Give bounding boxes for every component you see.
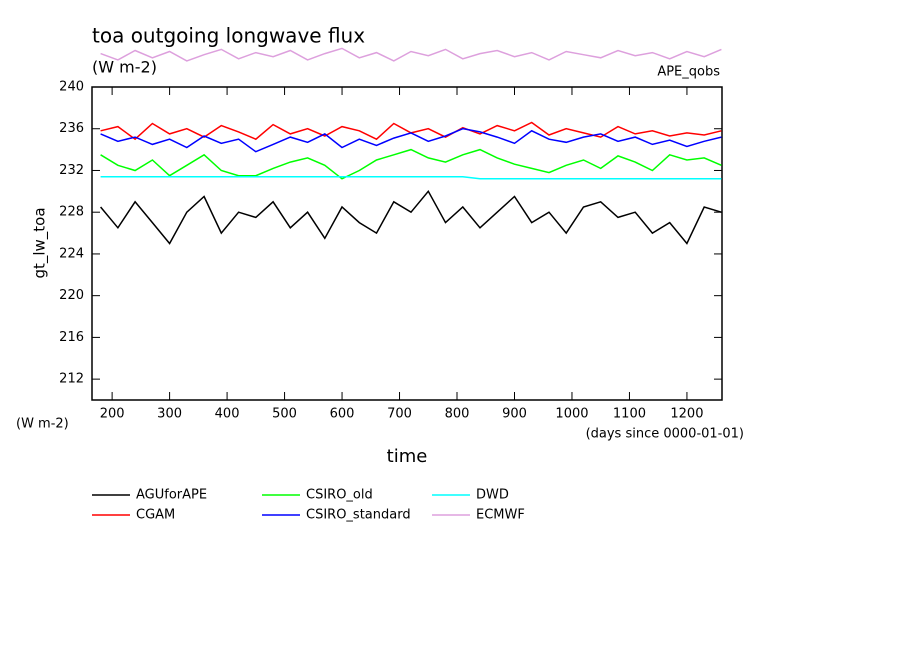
- legend-label: ECMWF: [476, 508, 525, 523]
- y-axis-label: gt_lw_toa: [31, 207, 50, 278]
- y-tick-label: 220: [59, 288, 84, 303]
- x-axis-label: time: [387, 446, 428, 467]
- x-tick-label: 200: [100, 407, 125, 422]
- series-line: [100, 127, 722, 153]
- legend-label: CSIRO_standard: [306, 508, 411, 523]
- series-line: [100, 148, 722, 180]
- series-line: [100, 189, 722, 245]
- plot-frame: [91, 86, 723, 401]
- legend-label: CSIRO_old: [306, 488, 373, 503]
- series-line: [100, 121, 722, 141]
- x-tick-label: 800: [445, 407, 470, 422]
- y-tick-label: 216: [59, 330, 84, 345]
- series-line: [100, 47, 722, 62]
- x-tick-label: 400: [215, 407, 240, 422]
- y-tick-label: 240: [59, 80, 84, 95]
- y-tick-label: 228: [59, 205, 84, 220]
- series-line: [100, 175, 722, 180]
- y-unit-label: (W m-2): [16, 417, 69, 432]
- x-tick-label: 1000: [555, 407, 588, 422]
- x-tick-label: 1100: [613, 407, 646, 422]
- x-tick-label: 1200: [670, 407, 703, 422]
- y-tick-label: 232: [59, 163, 84, 178]
- x-tick-label: 900: [502, 407, 527, 422]
- legend-label: AGUforAPE: [136, 488, 207, 503]
- legend-label: DWD: [476, 488, 509, 503]
- x-tick-label: 300: [157, 407, 182, 422]
- x-unit-label: (days since 0000-01-01): [586, 427, 744, 442]
- y-tick-label: 236: [59, 121, 84, 136]
- y-tick-label: 224: [59, 246, 84, 261]
- chart-subtitle: (W m-2): [92, 58, 157, 77]
- chart-title: toa outgoing longwave flux: [92, 24, 365, 48]
- legend-label: CGAM: [136, 508, 175, 523]
- x-tick-label: 600: [330, 407, 355, 422]
- x-tick-label: 500: [272, 407, 297, 422]
- x-tick-label: 700: [387, 407, 412, 422]
- y-tick-label: 212: [59, 372, 84, 387]
- annotation: APE_qobs: [657, 65, 720, 80]
